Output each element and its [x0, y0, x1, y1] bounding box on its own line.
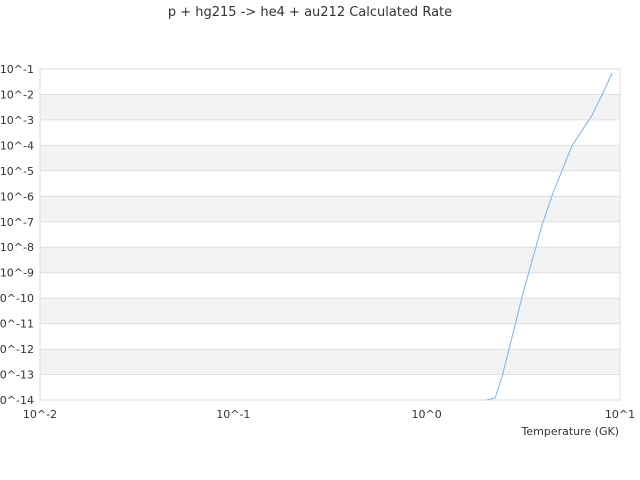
- x-tick-label: 10^1: [605, 408, 635, 421]
- x-tick-label: 10^-2: [23, 408, 57, 421]
- grid-bands: [40, 94, 620, 375]
- y-tick-label: 10^-3: [0, 114, 34, 127]
- series-line: [486, 72, 613, 401]
- x-tick-label: 10^-1: [216, 408, 250, 421]
- y-tick-label: 10^-12: [0, 343, 34, 356]
- grid-band: [40, 349, 620, 375]
- y-tick-label: 10^-6: [0, 190, 34, 203]
- y-tick-label: 10^-10: [0, 292, 34, 305]
- grid-band: [40, 145, 620, 171]
- x-axis-ticks: 10^-2 10^-1 10^0 10^1: [23, 408, 635, 421]
- y-tick-label: 10^-1: [0, 63, 34, 76]
- plot-border: [39, 68, 621, 401]
- grid-band: [40, 196, 620, 222]
- x-tick-label: 10^0: [412, 408, 442, 421]
- y-tick-label: 10^-9: [0, 267, 34, 280]
- grid-band: [40, 247, 620, 273]
- y-tick-label: 10^-4: [0, 139, 34, 152]
- x-axis-label: Temperature (GK): [521, 425, 620, 438]
- y-axis-ticks: 10^-1 10^-2 10^-3 10^-4 10^-5 10^-6 10^-7 10^-8…: [0, 63, 34, 407]
- chart-title: p + hg215 -> he4 + au212 Calculated Rate: [168, 5, 452, 20]
- grid-band: [40, 298, 620, 324]
- y-tick-label: 10^-13: [0, 369, 34, 382]
- y-tick-label: 10^-5: [0, 165, 34, 178]
- grid-band: [40, 94, 620, 120]
- y-tick-label: 10^-2: [0, 88, 34, 101]
- series-group: [486, 72, 613, 401]
- y-tick-label: 10^-14: [0, 394, 34, 407]
- y-tick-label: 10^-11: [0, 318, 34, 331]
- y-tick-label: 10^-8: [0, 241, 34, 254]
- y-tick-label: 10^-7: [0, 216, 34, 229]
